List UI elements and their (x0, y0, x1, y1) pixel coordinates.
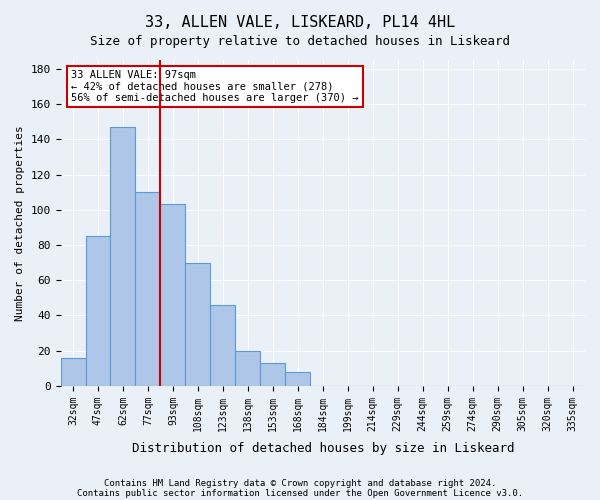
Bar (160, 204, 185, 386)
Bar (235, 350, 260, 386)
Text: Size of property relative to detached houses in Liskeard: Size of property relative to detached ho… (90, 35, 510, 48)
Y-axis label: Number of detached properties: Number of detached properties (15, 125, 25, 321)
X-axis label: Distribution of detached houses by size in Liskeard: Distribution of detached houses by size … (131, 442, 514, 455)
Text: 33, ALLEN VALE, LISKEARD, PL14 4HL: 33, ALLEN VALE, LISKEARD, PL14 4HL (145, 15, 455, 30)
Text: 33 ALLEN VALE: 97sqm
← 42% of detached houses are smaller (278)
56% of semi-deta: 33 ALLEN VALE: 97sqm ← 42% of detached h… (71, 70, 359, 103)
Bar (136, 192, 160, 386)
Bar (211, 305, 235, 386)
Bar (185, 262, 211, 386)
Bar (61, 358, 86, 386)
Bar (110, 127, 136, 386)
Bar (86, 236, 110, 386)
Text: Contains public sector information licensed under the Open Government Licence v3: Contains public sector information licen… (77, 488, 523, 498)
Bar (260, 363, 286, 386)
Bar (286, 372, 310, 386)
Text: Contains HM Land Registry data © Crown copyright and database right 2024.: Contains HM Land Registry data © Crown c… (104, 478, 496, 488)
